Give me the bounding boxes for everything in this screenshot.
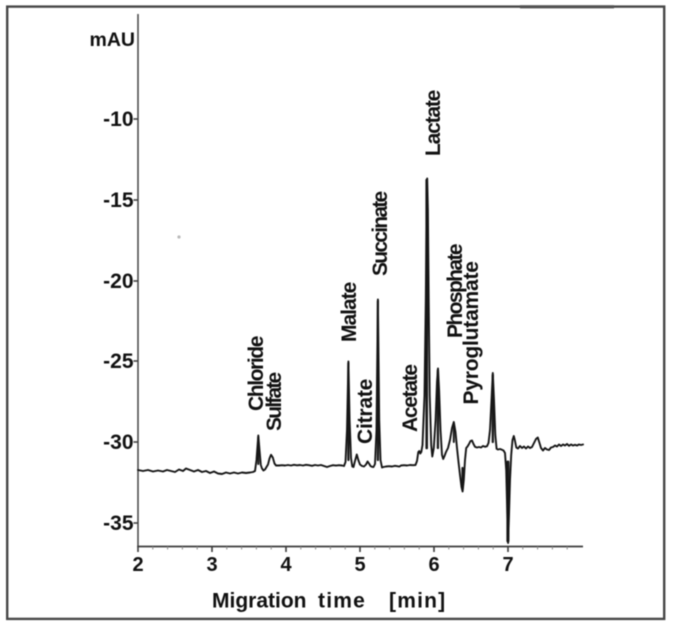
svg-text:2: 2 [132,554,143,576]
svg-text:Malate: Malate [338,282,361,342]
svg-text:Migration: Migration [212,590,307,613]
svg-text:Phosphate: Phosphate [444,244,467,338]
svg-text:-20: -20 [103,270,133,293]
svg-text:time: time [318,590,366,613]
svg-text:4: 4 [280,554,292,576]
svg-text:mAU: mAU [90,29,136,51]
svg-text:Citrate: Citrate [354,379,377,444]
svg-text:7: 7 [502,554,513,576]
svg-text:-30: -30 [103,431,133,454]
svg-text:-25: -25 [103,350,134,373]
svg-text:Chloride: Chloride [245,336,268,411]
svg-text:Pyroglutamate: Pyroglutamate [460,261,483,404]
svg-text:5: 5 [354,554,365,576]
svg-text:Acetate: Acetate [399,365,422,432]
svg-text:-35: -35 [103,512,134,535]
svg-text:-15: -15 [103,189,134,212]
svg-text:Sulfate: Sulfate [263,372,286,431]
svg-text:3: 3 [206,554,217,576]
svg-text:Succinate: Succinate [369,191,392,276]
svg-text:[min]: [min] [389,590,446,613]
svg-text:Lactate: Lactate [422,90,445,156]
svg-text:-10: -10 [103,108,133,131]
svg-text:6: 6 [428,554,439,576]
